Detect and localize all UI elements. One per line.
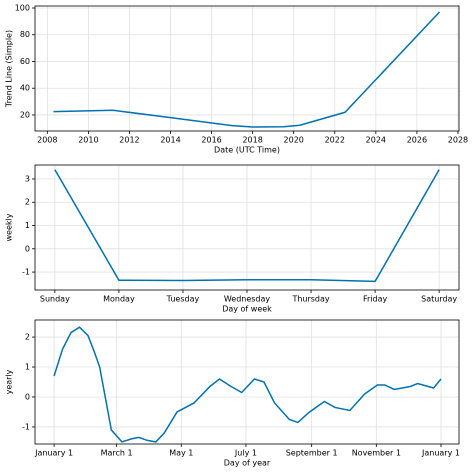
- x-tick-label: 2010: [78, 136, 98, 145]
- x-tick-label: March 1: [101, 449, 133, 458]
- x-tick-label: 2016: [201, 136, 221, 145]
- data-line: [54, 169, 440, 283]
- x-tick-label: Friday: [363, 295, 388, 304]
- y-tick-label: 80: [20, 30, 30, 39]
- y-tick-label: 40: [20, 84, 30, 93]
- data-line: [53, 11, 441, 128]
- x-axis-label: Date (UTC Time): [214, 146, 280, 155]
- x-tick-label: 2014: [160, 136, 180, 145]
- y-tick-label: 0: [25, 244, 30, 253]
- y-tick-label: 2: [25, 333, 30, 342]
- x-tick-label: Monday: [103, 295, 135, 304]
- x-tick-label: January 1: [421, 449, 460, 458]
- y-tick-label: 1: [25, 221, 30, 230]
- x-tick-label: 2012: [119, 136, 139, 145]
- plot-frame: [34, 319, 460, 445]
- x-tick-label: Wednesday: [224, 295, 271, 304]
- x-tick-label: 2008: [37, 136, 57, 145]
- x-tick-label: 2026: [407, 136, 427, 145]
- y-tick-label: 2: [25, 198, 30, 207]
- y-tick-label: 100: [15, 4, 30, 13]
- y-tick-label: -1: [22, 268, 30, 277]
- x-tick-label: 2022: [325, 136, 345, 145]
- y-tick-label: 0: [25, 392, 30, 401]
- x-tick-label: November 1: [352, 449, 401, 458]
- x-tick-label: January 1: [34, 449, 73, 458]
- plot-frame: [34, 5, 460, 132]
- y-axis-label: yearly: [5, 369, 14, 394]
- x-tick-label: Tuesday: [166, 295, 200, 304]
- x-tick-label: September 1: [286, 449, 338, 458]
- data-line: [53, 326, 442, 443]
- x-tick-label: Saturday: [421, 295, 457, 304]
- x-tick-label: 2018: [242, 136, 262, 145]
- y-axis-label: Trend Line (Simple): [5, 30, 14, 108]
- x-tick-label: July 1: [234, 449, 257, 458]
- y-tick-label: 3: [25, 174, 30, 183]
- x-tick-label: 2024: [366, 136, 386, 145]
- y-tick-label: 60: [20, 57, 30, 66]
- x-tick-label: Thursday: [291, 295, 329, 304]
- x-axis-label: Day of week: [222, 305, 272, 314]
- x-tick-label: Sunday: [40, 295, 70, 304]
- x-tick-label: May 1: [169, 449, 193, 458]
- y-axis-label: weekly: [5, 213, 14, 241]
- plot-frame: [34, 164, 460, 291]
- x-tick-label: 2020: [284, 136, 304, 145]
- x-axis-label: Day of year: [224, 459, 271, 468]
- y-tick-label: 20: [20, 110, 30, 119]
- x-tick-label: 2028: [448, 136, 468, 145]
- y-tick-label: 1: [25, 363, 30, 372]
- y-tick-label: -1: [22, 422, 30, 431]
